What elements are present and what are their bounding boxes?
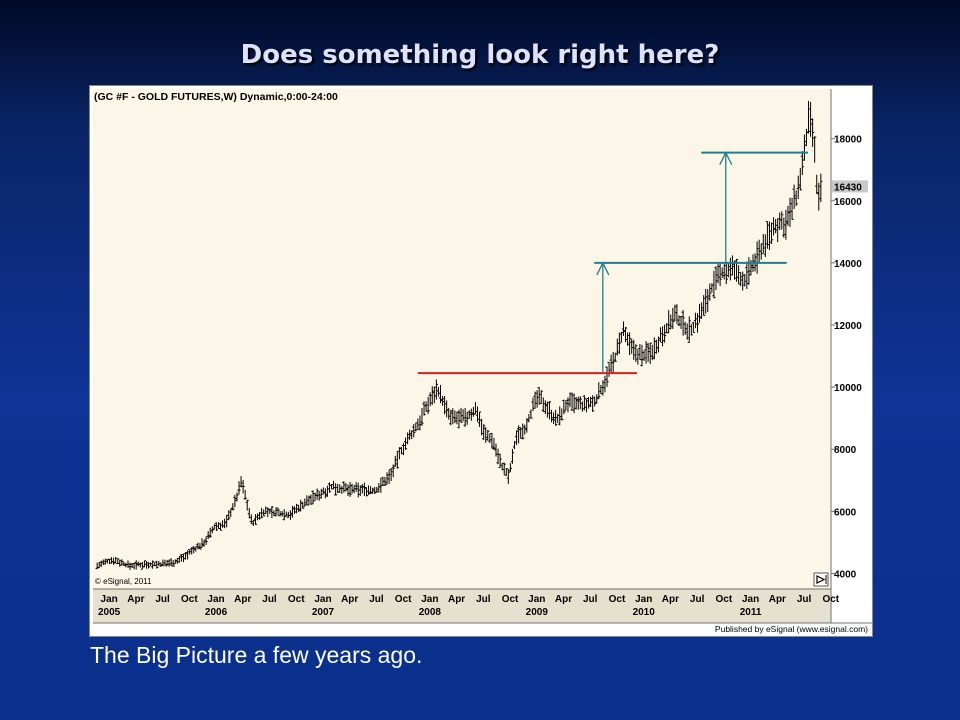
gold-futures-chart: 4000 6000 8000 10000 12000 14000 16000 18000 Ja… <box>90 86 872 636</box>
ohlc-bars <box>95 100 823 571</box>
year-tick-label: 2010 <box>633 607 656 618</box>
month-tick-label: Oct <box>395 594 412 605</box>
month-tick-label: Jan <box>101 594 118 605</box>
month-tick-label: Jul <box>369 594 384 605</box>
month-tick-label: Jan <box>207 594 224 605</box>
slide-title: Does something look right here? <box>240 40 720 70</box>
month-tick-label: Jul <box>155 594 170 605</box>
year-tick-label: 2009 <box>526 607 549 618</box>
time-axis-band <box>93 589 831 623</box>
year-tick-label: 2006 <box>205 607 228 618</box>
month-tick-label: Jan <box>421 594 438 605</box>
chart-title: (GC #F - GOLD FUTURES,W) Dynamic,0:00-24… <box>94 91 338 103</box>
year-tick-label: 2007 <box>312 607 335 618</box>
price-tick-label: 8000 <box>834 445 857 456</box>
chart-panel: 4000 6000 8000 10000 12000 14000 16000 18000 Ja… <box>89 85 873 637</box>
month-tick-label: Apr <box>127 594 144 605</box>
month-tick-label: Apr <box>234 594 251 605</box>
last-price-box <box>832 180 868 193</box>
month-tick-label: Oct <box>609 594 626 605</box>
month-tick-label: Apr <box>448 594 465 605</box>
price-tick-label: 14000 <box>834 259 862 270</box>
esignal-watermark: © eSignal, 2011 <box>95 577 152 586</box>
scroll-right-icon[interactable] <box>813 572 829 587</box>
time-tick-labels: Jan Apr Jul Oct Jan Apr Jul Oct Jan Apr Jul Oct Jan A… <box>98 594 840 618</box>
price-tick-labels: 4000 6000 8000 10000 12000 14000 16000 18000 <box>831 135 862 580</box>
price-tick-label: 10000 <box>834 383 862 394</box>
price-tick-label: 16000 <box>834 197 862 208</box>
month-tick-label: Jul <box>476 594 491 605</box>
publisher-credit: Published by eSignal (www.esignal.com) <box>715 624 868 634</box>
month-tick-label: Jul <box>690 594 705 605</box>
month-tick-label: Oct <box>181 594 198 605</box>
year-tick-label: 2011 <box>740 607 762 618</box>
price-tick-label: 18000 <box>834 135 862 146</box>
month-tick-label: Jan <box>635 594 652 605</box>
month-tick-label: Oct <box>716 594 733 605</box>
month-tick-label: Jul <box>262 594 277 605</box>
month-tick-label: Oct <box>288 594 305 605</box>
slide-caption: The Big Picture a few years ago. <box>90 642 423 668</box>
month-tick-label: Jan <box>528 594 545 605</box>
month-tick-label: Apr <box>555 594 572 605</box>
month-tick-label: Jul <box>583 594 598 605</box>
month-tick-label: Apr <box>769 594 786 605</box>
trendline-overlays <box>417 151 809 375</box>
last-price-label: 16430 <box>834 182 862 193</box>
price-tick-label: 12000 <box>834 321 862 332</box>
measured-move-arrow-1-head <box>596 261 610 276</box>
plot-area <box>93 89 831 589</box>
year-tick-label: 2008 <box>419 607 442 618</box>
month-tick-label: Apr <box>662 594 679 605</box>
year-tick-label: 2005 <box>98 607 121 618</box>
month-tick-label: Jan <box>314 594 331 605</box>
measured-move-arrow-2-head <box>719 151 733 165</box>
month-tick-label: Oct <box>502 594 519 605</box>
price-tick-label: 6000 <box>834 507 857 518</box>
month-tick-label: Apr <box>341 594 358 605</box>
month-tick-label: Jul <box>797 594 812 605</box>
month-tick-label: Oct <box>822 594 839 605</box>
price-tick-label: 4000 <box>834 569 857 580</box>
month-tick-label: Jan <box>742 594 759 605</box>
